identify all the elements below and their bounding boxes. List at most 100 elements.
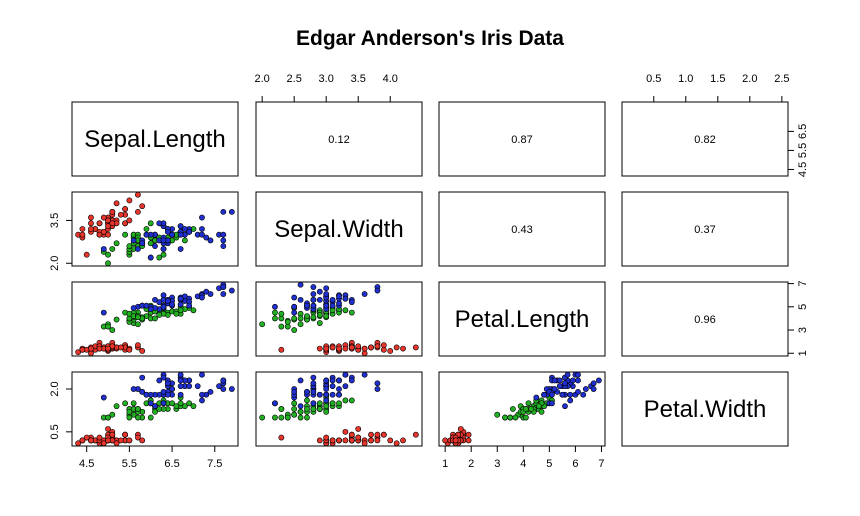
data-point xyxy=(310,284,317,290)
bottom-tick-label: 2 xyxy=(468,458,474,470)
data-point xyxy=(329,391,336,398)
data-point xyxy=(559,391,566,398)
data-point xyxy=(177,295,184,302)
data-point xyxy=(278,346,285,353)
data-point xyxy=(512,414,519,421)
data-point xyxy=(323,434,330,441)
data-point xyxy=(368,431,374,438)
bottom-tick-label: 4.5 xyxy=(79,458,94,470)
data-point xyxy=(304,406,310,412)
data-point xyxy=(368,344,374,351)
data-point xyxy=(304,397,310,404)
data-point xyxy=(177,307,184,314)
data-point xyxy=(186,383,193,390)
data-point xyxy=(122,231,129,238)
data-point xyxy=(342,428,349,435)
data-point xyxy=(105,251,111,258)
data-point xyxy=(164,380,171,387)
data-point xyxy=(156,312,163,318)
data-point xyxy=(310,374,317,381)
data-point xyxy=(291,315,298,322)
data-point xyxy=(139,240,146,247)
right-tick-label: 1 xyxy=(797,350,809,356)
data-point xyxy=(164,391,171,398)
data-point xyxy=(374,437,381,444)
data-point xyxy=(361,440,368,447)
right-tick-label: 5 xyxy=(797,304,809,310)
data-point xyxy=(109,208,116,215)
bottom-tick-label: 4 xyxy=(520,458,526,470)
data-point xyxy=(190,403,197,410)
data-point xyxy=(156,377,163,384)
bottom-tick-label: 7.5 xyxy=(207,458,222,470)
data-point xyxy=(551,386,558,392)
data-point xyxy=(291,400,298,407)
right-tick-label: 3 xyxy=(797,327,809,333)
data-point xyxy=(400,345,406,352)
data-point xyxy=(109,327,116,333)
panel-grid: Sepal.Length Sepal.Width Petal.Length Petal… xyxy=(49,73,809,470)
data-point xyxy=(177,371,184,378)
data-point xyxy=(310,314,317,321)
data-point xyxy=(139,348,146,354)
data-point xyxy=(291,294,298,301)
data-point xyxy=(164,298,171,304)
data-point xyxy=(348,344,355,351)
correlation-label-r0-c3: 0.82 xyxy=(694,134,715,146)
data-point xyxy=(199,231,205,238)
data-point xyxy=(316,296,323,303)
data-point xyxy=(567,397,574,404)
left-tick-label: 2.0 xyxy=(49,256,61,271)
data-point xyxy=(523,414,529,421)
bottom-tick-label: 6.5 xyxy=(164,458,179,470)
data-point xyxy=(569,377,576,384)
data-point xyxy=(329,296,336,303)
data-point xyxy=(551,377,558,384)
right-tick-label: 4.5 xyxy=(797,162,809,177)
data-point xyxy=(96,220,103,227)
data-point xyxy=(361,345,368,352)
data-point xyxy=(147,220,154,227)
data-point xyxy=(186,228,193,235)
data-point xyxy=(310,302,317,309)
data-point xyxy=(342,345,349,352)
data-point xyxy=(83,251,90,258)
data-point xyxy=(181,237,188,244)
left-tick-label: 3.5 xyxy=(49,213,61,228)
data-point xyxy=(291,327,298,333)
data-point xyxy=(304,388,310,395)
data-point xyxy=(323,345,330,352)
data-point xyxy=(536,403,542,410)
data-point xyxy=(88,226,94,232)
data-point xyxy=(291,411,298,418)
data-point xyxy=(169,231,175,238)
data-point xyxy=(203,234,210,241)
data-point xyxy=(502,414,508,421)
data-point xyxy=(216,383,222,390)
data-point xyxy=(160,374,167,381)
panel-frame-r1-c2 xyxy=(438,191,606,267)
panel-frame-r1-c1 xyxy=(255,191,423,267)
data-point xyxy=(374,287,381,294)
data-point xyxy=(199,226,205,232)
data-point xyxy=(126,197,133,204)
data-point xyxy=(177,301,184,308)
data-point xyxy=(342,397,349,404)
data-point xyxy=(220,377,227,384)
data-point xyxy=(126,346,133,353)
data-point xyxy=(79,231,86,238)
data-point xyxy=(323,397,330,404)
data-point xyxy=(152,243,158,250)
panel-frame-r0-c2 xyxy=(438,101,606,177)
data-point xyxy=(122,431,129,438)
data-point xyxy=(130,400,137,407)
data-point xyxy=(88,220,94,227)
data-point xyxy=(109,431,116,438)
data-point xyxy=(143,231,150,238)
data-point xyxy=(169,386,175,392)
data-point xyxy=(147,254,154,261)
data-point xyxy=(278,434,285,441)
data-point xyxy=(297,321,304,328)
data-point xyxy=(177,391,184,398)
panel-frame-r2-c0 xyxy=(71,281,239,357)
